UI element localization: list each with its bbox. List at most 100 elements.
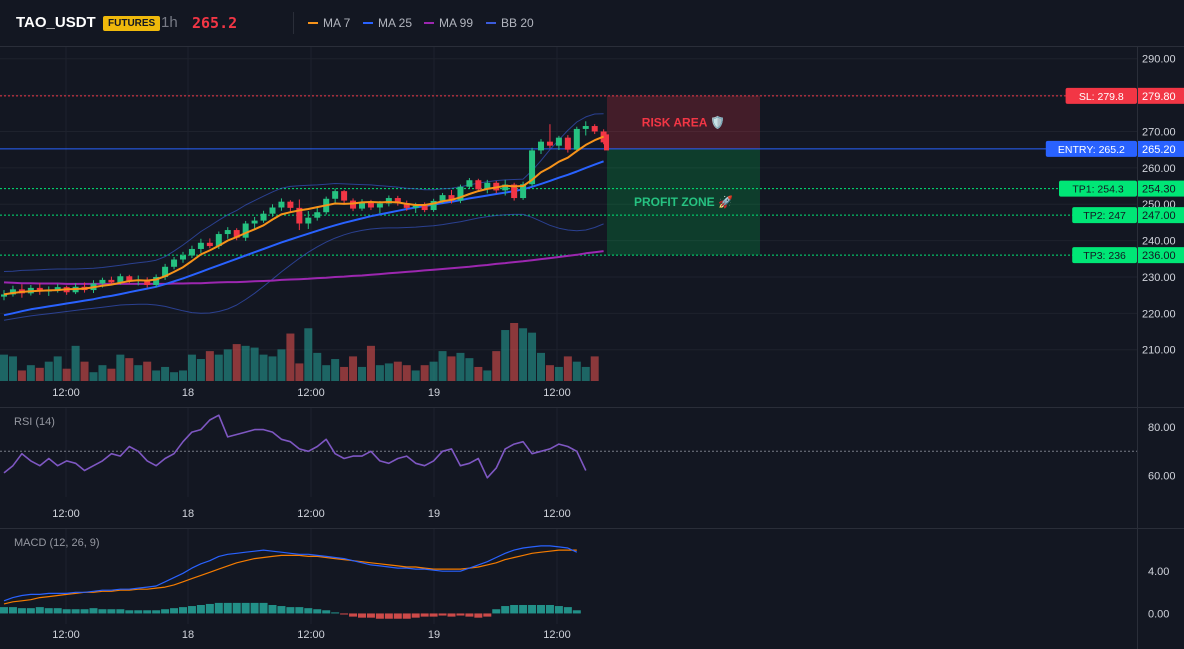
candle-body[interactable]	[421, 205, 428, 211]
candle-body[interactable]	[448, 195, 455, 201]
candle-body[interactable]	[296, 207, 303, 224]
candle-body[interactable]	[546, 141, 553, 146]
timeframe-label[interactable]: 1h	[161, 14, 178, 31]
candle-body[interactable]	[278, 201, 285, 208]
macd-histogram-bar	[572, 610, 581, 614]
volume-bar	[411, 370, 420, 381]
volume-bar	[402, 365, 411, 381]
candle-body[interactable]	[403, 203, 410, 208]
macd-title: MACD (12, 26, 9)	[14, 537, 100, 549]
candle-body[interactable]	[269, 207, 276, 214]
candle-body[interactable]	[224, 230, 231, 235]
macd-histogram-bar	[71, 609, 80, 614]
candle-body[interactable]	[573, 128, 580, 150]
candle-body[interactable]	[314, 212, 321, 218]
candle-body[interactable]	[305, 217, 312, 224]
macd-histogram-bar	[349, 613, 358, 617]
time-tick-label: 19	[428, 387, 440, 399]
volume-bar	[223, 349, 232, 381]
candle-body[interactable]	[260, 213, 267, 221]
candle-body[interactable]	[529, 150, 536, 185]
candle-body[interactable]	[412, 205, 419, 208]
candle-body[interactable]	[564, 137, 571, 150]
volume-bar	[26, 365, 35, 381]
macd-histogram-bar	[143, 610, 152, 614]
candle-body[interactable]	[162, 266, 169, 277]
candle-body[interactable]	[144, 279, 151, 285]
candle-body[interactable]	[359, 202, 365, 209]
candle-body[interactable]	[108, 279, 115, 283]
candle-body[interactable]	[188, 248, 195, 256]
legend-ma25[interactable]: MA 25	[363, 16, 412, 30]
price-tick-label: 220.00	[1142, 308, 1176, 320]
candle-body[interactable]	[475, 180, 482, 190]
time-tick-label: 12:00	[543, 508, 571, 520]
macd-histogram-bar	[554, 606, 563, 614]
candle-body[interactable]	[180, 255, 186, 260]
legend-ma99-label: MA 99	[439, 16, 474, 30]
symbol-title[interactable]: TAO_USDT	[16, 14, 96, 31]
candle-body[interactable]	[206, 242, 213, 247]
price-tick-label: 230.00	[1142, 272, 1176, 284]
candle-body[interactable]	[520, 184, 527, 199]
bb-lower-line	[3, 213, 604, 321]
candle-body[interactable]	[171, 259, 178, 267]
volume-bar	[349, 356, 358, 381]
candle-body[interactable]	[36, 287, 43, 292]
macd-histogram-bar	[232, 602, 241, 614]
volume-bar	[393, 361, 402, 381]
candle-body[interactable]	[350, 200, 357, 209]
candle-body[interactable]	[242, 223, 249, 238]
candle-body[interactable]	[251, 220, 258, 224]
candle-body[interactable]	[457, 186, 464, 201]
volume-bar	[44, 361, 53, 381]
candle-body[interactable]	[341, 191, 348, 201]
macd-histogram-bar	[223, 602, 232, 614]
macd-histogram-bar	[116, 609, 125, 614]
candle-body[interactable]	[99, 279, 106, 284]
candle-body[interactable]	[430, 200, 437, 211]
candle-body[interactable]	[215, 234, 222, 247]
volume-bar	[277, 349, 286, 381]
volume-bar	[456, 352, 465, 381]
candle-body[interactable]	[555, 137, 562, 146]
candle-body[interactable]	[484, 182, 491, 190]
volume-bar	[420, 365, 429, 381]
candle-body[interactable]	[197, 242, 204, 249]
volume-bar	[62, 368, 71, 381]
candle-body[interactable]	[466, 180, 473, 187]
candle-body[interactable]	[54, 287, 61, 291]
macd-histogram-bar	[161, 609, 170, 614]
time-tick-label: 19	[428, 508, 440, 520]
candle-body[interactable]	[538, 141, 544, 151]
candle-body[interactable]	[376, 203, 383, 208]
candle-body[interactable]	[126, 276, 133, 281]
futures-badge: FUTURES	[103, 16, 161, 31]
candle-body[interactable]	[367, 202, 374, 208]
candle-body[interactable]	[439, 195, 446, 201]
volume-bar	[17, 370, 26, 381]
price-tick-label: 210.00	[1142, 345, 1176, 357]
candle-body[interactable]	[332, 191, 339, 199]
macd-histogram-bar	[474, 613, 483, 618]
candle-body[interactable]	[1, 294, 7, 297]
candle-body[interactable]	[591, 126, 598, 132]
ma99-line	[3, 250, 604, 285]
legend-bb20[interactable]: BB 20	[486, 16, 534, 30]
volume-bar	[545, 365, 554, 381]
candle-body[interactable]	[502, 184, 509, 191]
candle-body[interactable]	[117, 276, 124, 283]
candle-body[interactable]	[9, 289, 16, 295]
candle-body[interactable]	[582, 126, 589, 129]
rsi-tick-label: 80.00	[1148, 422, 1176, 434]
candle-body[interactable]	[394, 198, 401, 204]
candle-body[interactable]	[511, 184, 518, 199]
macd-histogram-bar	[268, 605, 277, 614]
candle-body[interactable]	[233, 230, 240, 238]
candle-body[interactable]	[385, 198, 392, 204]
legend-ma99[interactable]: MA 99	[424, 16, 473, 30]
candle-body[interactable]	[153, 276, 160, 285]
legend-ma7[interactable]: MA 7	[308, 16, 350, 30]
candle-body[interactable]	[287, 201, 294, 208]
